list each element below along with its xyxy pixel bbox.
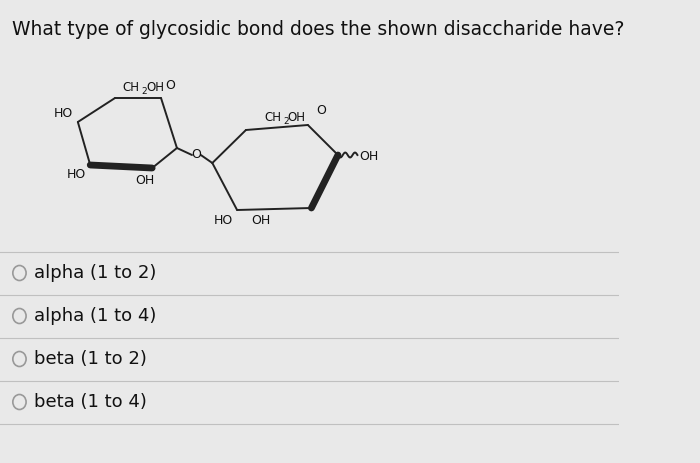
Text: 2: 2	[283, 117, 288, 126]
Text: 2: 2	[141, 87, 147, 96]
Text: OH: OH	[251, 214, 271, 227]
Text: O: O	[192, 149, 202, 162]
Text: OH: OH	[146, 81, 164, 94]
Text: OH: OH	[288, 111, 305, 124]
Text: OH: OH	[136, 174, 155, 187]
Text: HO: HO	[54, 107, 74, 120]
Text: CH: CH	[122, 81, 139, 94]
Text: alpha (1 to 2): alpha (1 to 2)	[34, 264, 156, 282]
Text: O: O	[316, 104, 327, 117]
Text: CH: CH	[264, 111, 281, 124]
Text: beta (1 to 4): beta (1 to 4)	[34, 393, 146, 411]
Text: HO: HO	[214, 214, 232, 227]
Text: O: O	[165, 79, 175, 92]
Text: beta (1 to 2): beta (1 to 2)	[34, 350, 146, 368]
Text: alpha (1 to 4): alpha (1 to 4)	[34, 307, 156, 325]
Text: What type of glycosidic bond does the shown disaccharide have?: What type of glycosidic bond does the sh…	[13, 20, 625, 39]
Text: HO: HO	[66, 168, 86, 181]
Text: OH: OH	[359, 150, 379, 163]
